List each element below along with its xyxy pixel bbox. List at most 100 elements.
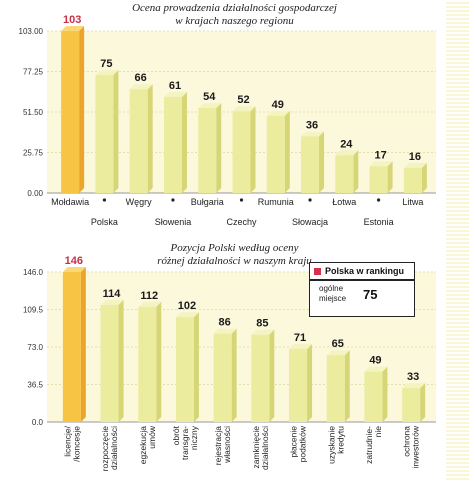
bar-top (402, 383, 426, 389)
bar (266, 110, 290, 193)
category-label: rozpoczęcie działalności (100, 426, 119, 472)
category-label-line: inwestorów (411, 425, 421, 468)
data-label: 146 (65, 255, 83, 267)
bar-front (335, 155, 354, 193)
bar (232, 106, 256, 193)
data-label: 114 (103, 288, 122, 300)
bar-front (232, 111, 251, 193)
bar (213, 328, 237, 422)
category-label: Węgry (126, 197, 153, 207)
y-tick-label: 109.5 (23, 306, 44, 315)
bar-front (369, 166, 388, 193)
bar-top (62, 267, 86, 272)
chart1-title: Ocena prowadzenia działalności gospodarc… (0, 2, 469, 28)
y-tick-label: 36.5 (27, 381, 43, 390)
bar-side (421, 162, 427, 193)
bar-side (113, 70, 119, 193)
bar (198, 103, 222, 193)
bar-top (175, 312, 199, 318)
category-marker-dot (102, 198, 107, 202)
category-label: płacenie podatków (289, 425, 308, 462)
category-label-line: działalności (109, 426, 119, 470)
bar-front (251, 334, 270, 422)
category-label: ochrona inwestorów (402, 425, 421, 468)
data-label: 71 (294, 332, 306, 344)
category-label-line: rozpoczęcie (100, 426, 110, 472)
category-label: Łotwa (332, 197, 356, 207)
bar-top (403, 162, 427, 168)
category-label: Bułgaria (191, 197, 224, 207)
bar-side (118, 299, 124, 422)
bar (62, 267, 86, 422)
bar-top (326, 350, 350, 356)
bar-front (403, 167, 422, 193)
bar (335, 150, 359, 193)
category-label-line: niczny (189, 425, 199, 450)
category-label: uzyskanie kredytu (326, 426, 345, 464)
category-label: Estonia (364, 217, 394, 227)
y-tick-label: 73.0 (27, 343, 43, 352)
bar-top (129, 84, 153, 90)
bar (163, 92, 187, 193)
data-label: 112 (140, 290, 158, 302)
data-label: 52 (237, 94, 249, 106)
bar-side (344, 350, 350, 422)
data-label: 65 (332, 338, 344, 350)
category-label: zamknięcie działalności (251, 426, 270, 470)
category-label-line: zatrudnie- (364, 426, 374, 464)
bar (326, 350, 350, 422)
bar-front (213, 333, 232, 422)
chart1-title-line: Ocena prowadzenia działalności gospodarc… (132, 2, 337, 14)
bar-front (100, 304, 119, 422)
bar-front (402, 388, 421, 422)
bar-front (289, 349, 308, 422)
bar-side (269, 329, 275, 422)
bar (251, 329, 275, 422)
y-tick-label: 77.25 (23, 68, 44, 77)
category-label: zatrudnie-nie (364, 426, 383, 464)
data-label: 66 (135, 72, 147, 84)
category-marker-dot (171, 198, 175, 202)
data-label: 16 (409, 151, 421, 163)
bar-front (61, 31, 80, 193)
data-label: 102 (178, 300, 196, 312)
category-label-line: obrót (171, 425, 181, 445)
bar-front (163, 97, 182, 193)
bar-front (62, 272, 81, 422)
bar-front (301, 136, 320, 193)
legend-body: ogólne miejsce 75 (310, 281, 414, 304)
data-label: 86 (219, 317, 231, 329)
data-label: 75 (100, 58, 112, 70)
category-label: rejestracja własności (213, 426, 232, 465)
bar-top (364, 366, 388, 372)
category-label: Słowenia (155, 217, 192, 227)
category-label-line: własności (222, 426, 232, 464)
bar-top (301, 131, 325, 137)
category-label-line: licencje/ (62, 425, 72, 456)
bar-top (138, 301, 162, 307)
bar-top (289, 344, 313, 350)
chart2-title-line: różnej działalności w naszym kraju (157, 255, 312, 267)
bar-top (369, 161, 393, 167)
bar-side (284, 110, 290, 193)
bar-top (251, 329, 275, 335)
bar-top (100, 299, 124, 305)
bar-top (61, 26, 85, 31)
y-tick-label: 103.00 (19, 27, 44, 36)
category-label-line: transgra- (180, 426, 190, 460)
bar-front (129, 89, 148, 193)
category-label-line: ochrona (402, 426, 412, 457)
category-label-line: działalności (260, 426, 270, 470)
bar-side (387, 161, 393, 193)
bar-top (95, 70, 119, 76)
bar-side (353, 150, 359, 193)
data-label: 49 (272, 99, 284, 111)
chart1-business-rating-bars: 0.00 25.75 51.50 77.25 103.00 103 Mołdawia 75 Po… (19, 14, 436, 227)
category-label: Polska (91, 217, 118, 227)
bar-front (266, 115, 285, 193)
bar-front (364, 371, 383, 422)
bar-side (250, 106, 256, 193)
bar (289, 344, 313, 422)
bar (402, 383, 426, 422)
